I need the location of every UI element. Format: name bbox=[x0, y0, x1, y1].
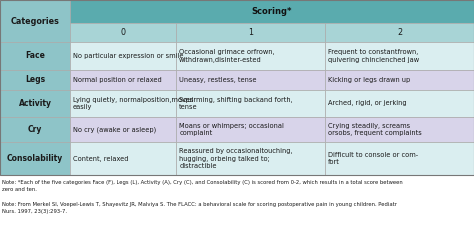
Text: No particular expression or smile: No particular expression or smile bbox=[73, 53, 183, 59]
Text: Arched, rigid, or jerking: Arched, rigid, or jerking bbox=[328, 100, 407, 106]
Text: Scoring*: Scoring* bbox=[252, 7, 292, 16]
Bar bbox=[0, 0, 70, 42]
Text: Normal position or relaxed: Normal position or relaxed bbox=[73, 77, 162, 83]
Text: 0: 0 bbox=[121, 28, 126, 37]
Text: Content, relaxed: Content, relaxed bbox=[73, 156, 128, 161]
Bar bbox=[70, 70, 176, 90]
Text: Categories: Categories bbox=[10, 17, 60, 25]
Bar bbox=[325, 117, 474, 142]
Bar bbox=[70, 117, 176, 142]
Bar bbox=[0, 90, 70, 117]
Text: Note: From Merkel SI, Voepel-Lewis T, Shayevitz JR, Malviya S. The FLACC: a beha: Note: From Merkel SI, Voepel-Lewis T, Sh… bbox=[2, 202, 397, 214]
Text: No cry (awake or asleep): No cry (awake or asleep) bbox=[73, 126, 156, 133]
Text: Consolability: Consolability bbox=[7, 154, 63, 163]
Bar bbox=[176, 42, 325, 70]
Bar bbox=[325, 90, 474, 117]
Text: Squirming, shifting backand forth,
tense: Squirming, shifting backand forth, tense bbox=[179, 97, 293, 110]
Bar bbox=[0, 42, 70, 70]
Text: Crying steadily, screams
orsobs, frequent complaints: Crying steadily, screams orsobs, frequen… bbox=[328, 122, 422, 136]
Bar bbox=[70, 0, 474, 23]
Bar bbox=[70, 42, 176, 70]
Text: 2: 2 bbox=[397, 28, 402, 37]
Bar bbox=[325, 142, 474, 175]
Text: Kicking or legs drawn up: Kicking or legs drawn up bbox=[328, 77, 410, 83]
Bar bbox=[70, 142, 176, 175]
Bar bbox=[176, 142, 325, 175]
Bar bbox=[0, 142, 70, 175]
Bar bbox=[0, 117, 70, 142]
Bar bbox=[325, 23, 474, 42]
Bar bbox=[176, 23, 325, 42]
Text: Legs: Legs bbox=[25, 75, 45, 84]
Bar bbox=[325, 42, 474, 70]
Bar bbox=[176, 117, 325, 142]
Text: Cry: Cry bbox=[28, 125, 42, 134]
Text: Occasional grimace orfrown,
withdrawn,disinter-ested: Occasional grimace orfrown, withdrawn,di… bbox=[179, 49, 274, 63]
Bar bbox=[0, 70, 70, 90]
Bar bbox=[176, 70, 325, 90]
Text: Uneasy, restless, tense: Uneasy, restless, tense bbox=[179, 77, 257, 83]
Text: Reassured by occasionaltouching,
hugging, orbeing talked to;
distractible: Reassured by occasionaltouching, hugging… bbox=[179, 148, 292, 169]
Bar bbox=[70, 90, 176, 117]
Bar bbox=[0, 0, 474, 175]
Text: 1: 1 bbox=[248, 28, 253, 37]
Text: Moans or whimpers; occasional
complaint: Moans or whimpers; occasional complaint bbox=[179, 122, 284, 136]
Text: Difficult to console or com-
fort: Difficult to console or com- fort bbox=[328, 152, 418, 165]
Text: Face: Face bbox=[25, 51, 45, 60]
Text: Note: *Each of the five categories Face (F), Legs (L), Activity (A), Cry (C), an: Note: *Each of the five categories Face … bbox=[2, 180, 403, 192]
Text: Lying quietly, normalposition,moves
easily: Lying quietly, normalposition,moves easi… bbox=[73, 97, 193, 110]
Text: Frequent to constantfrown,
quivering chinclenched jaw: Frequent to constantfrown, quivering chi… bbox=[328, 49, 419, 63]
Bar bbox=[325, 70, 474, 90]
Bar bbox=[176, 90, 325, 117]
Bar bbox=[70, 23, 176, 42]
Text: Activity: Activity bbox=[18, 99, 52, 108]
